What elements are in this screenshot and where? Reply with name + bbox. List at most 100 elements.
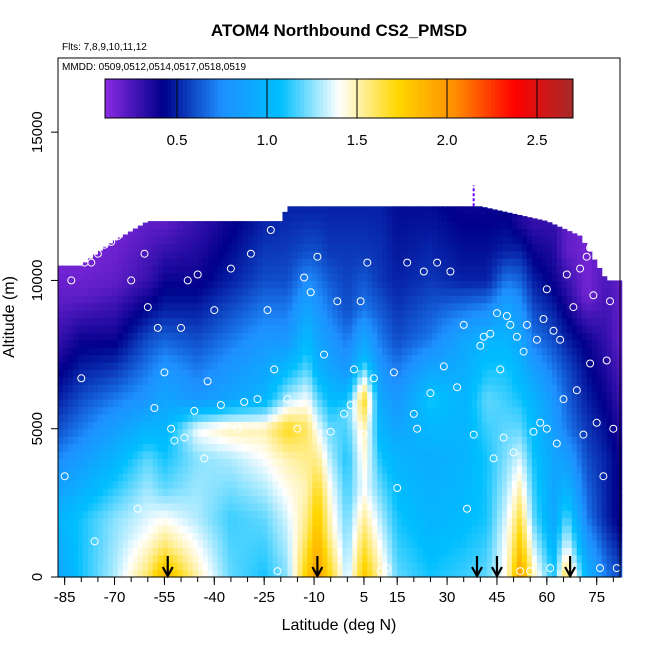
heatmap-cell [392,310,398,319]
heatmap-cell [501,525,508,534]
heatmap-cell [521,376,528,385]
heatmap-cell [546,569,553,578]
heatmap-cell [452,221,458,230]
heatmap-cell [347,450,353,459]
heatmap-cell [142,406,149,415]
heatmap-cell [491,473,498,482]
heatmap-cell [511,295,518,304]
heatmap-cell [412,206,418,215]
heatmap-cell [481,562,488,571]
heatmap-cell [412,361,418,370]
heatmap-cell [402,280,408,289]
heatmap-cell [217,554,224,563]
heatmap-cell [312,347,318,356]
heatmap-cell [282,562,289,571]
heatmap-cell [397,324,403,333]
heatmap-cell [432,554,438,563]
heatmap-cell [516,250,523,259]
heatmap-cell [127,287,134,296]
heatmap-cell [117,406,124,415]
heatmap-cell [72,295,79,304]
heatmap-cell [566,250,573,259]
heatmap-cell [327,361,333,370]
heatmap-cell [202,339,209,348]
heatmap-cell [501,265,508,274]
heatmap-cell [297,376,304,385]
heatmap-cell [417,488,423,497]
heatmap-cell [317,384,323,393]
heatmap-cell [407,221,413,230]
heatmap-cell [337,473,343,482]
heatmap-cell [217,235,224,244]
heatmap-cell [402,228,408,237]
heatmap-cell [367,562,373,571]
heatmap-cell [352,473,358,482]
heatmap-cell [72,324,79,333]
heatmap-cell [462,221,468,230]
heatmap-cell [437,465,443,474]
heatmap-cell [387,250,393,259]
heatmap-cell [177,502,184,511]
heatmap-cell [142,361,149,370]
heatmap-cell [327,532,333,541]
heatmap-cell [107,250,114,259]
heatmap-cell [417,250,423,259]
heatmap-cell [362,443,368,452]
heatmap-cell [332,295,338,304]
heatmap-cell [267,547,274,556]
heatmap-cell [167,532,174,541]
heatmap-cell [162,258,169,267]
heatmap-cell [157,554,164,563]
heatmap-cell [117,361,124,370]
heatmap-cell [277,488,284,497]
heatmap-cell [486,502,493,511]
heatmap-cell [127,235,134,244]
heatmap-cell [122,421,129,430]
heatmap-cell [491,369,498,378]
heatmap-cell [222,273,229,282]
heatmap-cell [197,295,204,304]
heatmap-cell [292,510,299,519]
heatmap-cell [237,473,244,482]
heatmap-cell [127,339,134,348]
heatmap-cell [147,399,154,408]
heatmap-cell [227,436,234,445]
heatmap-cell [556,539,563,548]
heatmap-cell [222,465,229,474]
heatmap-cell [217,369,224,378]
heatmap-cell [162,554,169,563]
heatmap-cell [392,443,398,452]
heatmap-cell [327,413,333,422]
heatmap-cell [152,428,159,437]
heatmap-cell [496,539,503,548]
heatmap-cell [92,332,99,341]
heatmap-cell [521,332,528,341]
heatmap-cell [531,510,538,519]
heatmap-cell [127,376,134,385]
heatmap-cell [147,339,154,348]
heatmap-cell [481,488,488,497]
heatmap-cell [546,539,553,548]
heatmap-cell [237,569,244,578]
heatmap-cell [247,332,254,341]
heatmap-cell [262,562,269,571]
heatmap-cell [137,569,144,578]
heatmap-cell [252,273,259,282]
heatmap-cell [297,562,304,571]
heatmap-cell [62,347,69,356]
heatmap-cell [117,421,124,430]
heatmap-cell [536,235,543,244]
heatmap-cell [232,347,239,356]
heatmap-cell [496,324,503,333]
heatmap-cell [322,502,328,511]
heatmap-cell [292,554,299,563]
heatmap-cell [472,324,478,333]
heatmap-cell [332,480,338,489]
heatmap-cell [322,413,328,422]
heatmap-cell [287,206,294,215]
heatmap-cell [377,510,383,519]
heatmap-cell [377,235,383,244]
heatmap-cell [97,562,104,571]
heatmap-cell [462,324,468,333]
heatmap-cell [337,436,343,445]
